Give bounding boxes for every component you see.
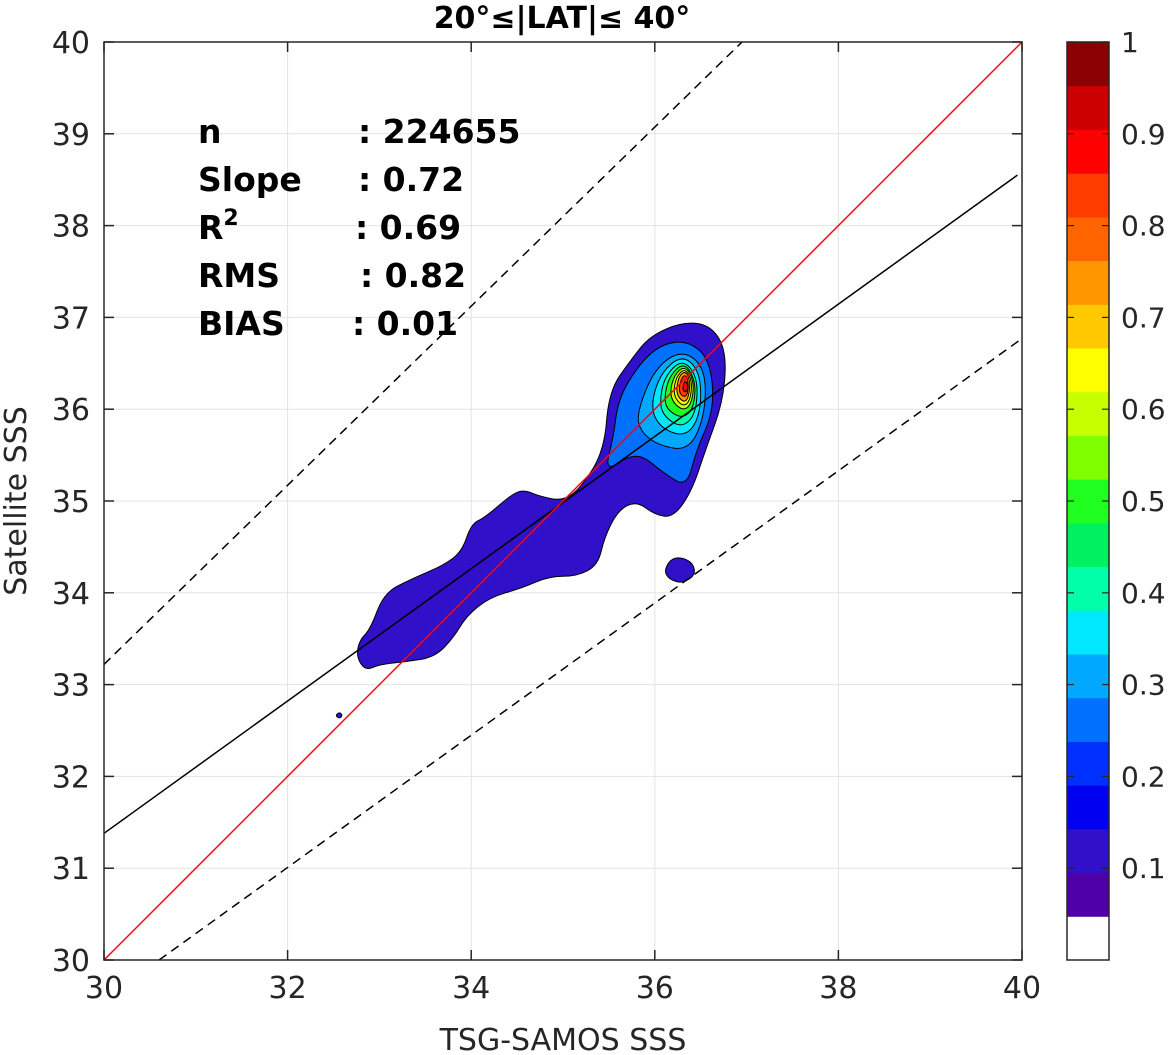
y-tick-label: 37 xyxy=(52,301,90,336)
colorbar-segment xyxy=(1067,173,1109,218)
colorbar-segment xyxy=(1067,391,1109,436)
colorbar-tick-label: 0.2 xyxy=(1121,760,1166,793)
stat-value-r: : 0.69 xyxy=(355,208,461,247)
colorbar-tick-label: 0.5 xyxy=(1121,485,1166,518)
stat-value-n: : 224655 xyxy=(358,112,520,151)
colorbar: 0.1 0.2 0.3 0.4 0.5 0.6 0.7 0.8 0.9 1 xyxy=(1066,26,1166,961)
colorbar-segment xyxy=(1067,435,1109,480)
colorbar-tick-label: 0.8 xyxy=(1121,210,1166,243)
y-tick-label: 40 xyxy=(52,26,90,61)
colorbar-segment xyxy=(1067,216,1109,262)
patch-36-34 xyxy=(665,557,695,583)
lower-bound-line xyxy=(158,337,1023,961)
colorbar-tick-label: 0.3 xyxy=(1121,669,1166,702)
x-tick-label: 34 xyxy=(452,971,490,1006)
stat-label-n: n xyxy=(198,112,222,151)
colorbar-segment xyxy=(1067,916,1109,961)
stat-value-rms: : 0.82 xyxy=(360,256,466,295)
colorbar-segment xyxy=(1067,654,1109,699)
small-patches xyxy=(335,557,695,719)
stat-value-bias: : 0.01 xyxy=(352,304,458,343)
upper-bound-line xyxy=(103,41,743,665)
y-axis-label: Satellite SSS xyxy=(0,406,34,596)
colorbar-segment xyxy=(1067,610,1109,655)
y-tick-label: 33 xyxy=(52,669,90,704)
colorbar-segment xyxy=(1067,566,1109,611)
colorbar-segment xyxy=(1067,872,1109,917)
stat-value-slope: : 0.72 xyxy=(358,160,464,199)
x-tick-label: 40 xyxy=(1003,971,1041,1006)
colorbar-segment xyxy=(1067,85,1109,130)
x-tick-label: 32 xyxy=(269,971,307,1006)
colorbar-segment xyxy=(1067,260,1109,305)
density-contours xyxy=(357,322,726,670)
colorbar-segment xyxy=(1067,697,1109,742)
x-ticks: 30 32 34 36 38 40 xyxy=(85,42,1041,1006)
grid xyxy=(103,41,1023,961)
colorbar-tick-label: 0.1 xyxy=(1121,852,1166,885)
chart-title: 20°≤|LAT|≤ 40° xyxy=(434,1,691,36)
stat-label-rms: RMS xyxy=(198,256,280,295)
colorbar-segment xyxy=(1067,785,1109,830)
colorbar-segment xyxy=(1067,129,1109,174)
colorbar-tick-label: 1 xyxy=(1121,26,1139,59)
y-tick-label: 36 xyxy=(52,393,90,428)
stat-label-bias: BIAS xyxy=(198,304,285,343)
y-tick-label: 35 xyxy=(52,485,90,520)
x-tick-label: 36 xyxy=(636,971,674,1006)
contour-level-10 xyxy=(682,381,688,393)
colorbar-tick-label: 0.7 xyxy=(1121,301,1166,334)
stat-label-slope: Slope xyxy=(198,160,302,199)
colorbar-tick-label: 0.9 xyxy=(1121,118,1166,151)
y-ticks: 30 31 32 33 34 35 36 37 38 39 40 xyxy=(52,26,1022,979)
y-tick-label: 39 xyxy=(52,118,90,153)
y-tick-label: 32 xyxy=(52,760,90,795)
y-tick-label: 31 xyxy=(52,852,90,887)
colorbar-segment xyxy=(1067,42,1109,87)
colorbar-tick-label: 0.6 xyxy=(1121,393,1166,426)
colorbar-segment xyxy=(1067,828,1109,874)
reference-lines xyxy=(103,41,1023,961)
y-tick-label: 30 xyxy=(52,944,90,979)
colorbar-segment xyxy=(1067,741,1109,786)
y-tick-label: 34 xyxy=(52,577,90,612)
x-tick-label: 30 xyxy=(85,971,123,1006)
colorbar-segment xyxy=(1067,522,1109,568)
colorbar-tick-label: 0.4 xyxy=(1121,577,1166,610)
patch-32-32 xyxy=(335,712,343,719)
x-tick-label: 38 xyxy=(819,971,857,1006)
y-tick-label: 38 xyxy=(52,210,90,245)
colorbar-segment xyxy=(1067,304,1109,349)
colorbar-segment xyxy=(1067,348,1109,393)
x-axis-label: TSG-SAMOS SSS xyxy=(439,1023,687,1055)
one-to-one-line xyxy=(103,41,1023,961)
